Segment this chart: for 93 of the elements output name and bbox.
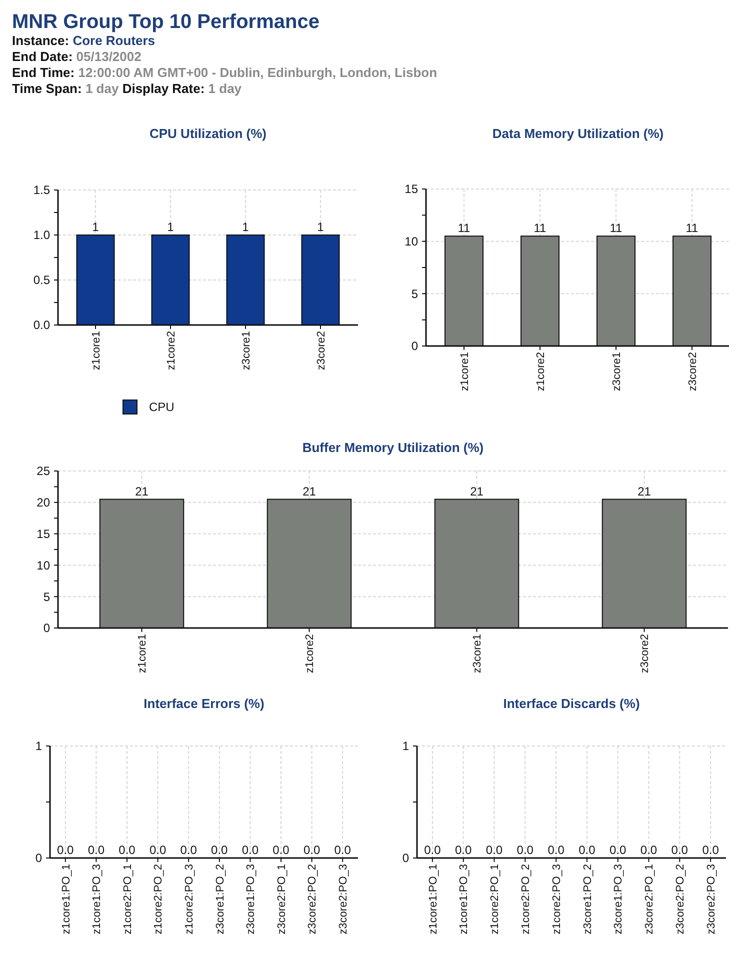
data-label: 11 [686, 221, 699, 236]
data-label: 21 [638, 484, 652, 498]
x-tick-label: z1core1:PO_3 [458, 864, 470, 934]
x-tick-label: z1core2 [165, 331, 178, 370]
x-tick-label: z1core2:PO_3 [550, 864, 563, 934]
x-tick-label: z3core1 [240, 331, 252, 370]
data-label: 0.0 [548, 843, 565, 857]
x-tick-label: z1core2 [304, 634, 316, 674]
data-label: 0.0 [610, 843, 627, 857]
y-tick-label: 5 [411, 286, 418, 301]
data-label: 21 [470, 484, 484, 498]
data-label: 0.0 [702, 843, 720, 857]
y-tick-label: 1.0 [33, 228, 50, 242]
x-tick-label: z3core1:PO_3 [612, 864, 625, 934]
x-tick-label: z1core2:PO_2 [520, 864, 532, 934]
y-tick-label: 15 [36, 527, 50, 541]
x-tick-label: z1core1 [90, 331, 102, 370]
x-tick-label: z1core2:PO_1 [489, 864, 502, 934]
data-label: 0.0 [242, 843, 259, 857]
y-tick-label: 10 [404, 234, 418, 249]
chart-title: Interface Discards (%) [503, 696, 640, 711]
y-tick-label: 1.5 [33, 183, 50, 198]
data-label: 0.0 [455, 843, 472, 857]
y-tick-label: 0.0 [33, 318, 50, 332]
y-tick-label: 20 [36, 496, 50, 510]
data-label: 11 [534, 221, 547, 236]
y-tick-label: 0 [411, 339, 418, 354]
y-tick-label: 5 [43, 590, 50, 604]
x-tick-label: z3core2 [686, 352, 699, 392]
data-label: 0.0 [211, 843, 228, 857]
x-tick-label: z3core2:PO_3 [705, 864, 718, 934]
x-tick-label: z1core1 [136, 634, 149, 674]
x-tick-label: z3core2 [639, 634, 652, 674]
y-tick-label: 0 [43, 621, 50, 636]
x-tick-label: z1core1:PO_1 [427, 864, 440, 934]
data-label: 1 [242, 220, 250, 234]
x-tick-label: z3core1 [610, 352, 623, 392]
data-label: 21 [302, 484, 316, 498]
x-tick-label: z3core2 [315, 331, 328, 370]
x-tick-label: z3core2:PO_2 [674, 864, 686, 934]
text: Time Span: 1 day Display Rate: 1 day [12, 81, 242, 96]
data-label: 0.0 [88, 843, 105, 857]
x-tick-label: z3core1:PO_3 [245, 864, 258, 934]
chart-title: Data Memory Utilization (%) [492, 126, 664, 141]
data-label: 0.0 [486, 843, 503, 857]
x-tick-label: z1core2:PO_3 [183, 864, 196, 934]
data-label: 0.0 [640, 843, 658, 857]
chart-title: Interface Errors (%) [144, 696, 264, 711]
x-tick-label: z1core2:PO_2 [152, 864, 165, 934]
text: End Date: 05/13/2002 [12, 49, 142, 64]
y-tick-label: 25 [36, 464, 50, 478]
x-tick-label: z3core1:PO_2 [214, 864, 226, 934]
x-tick-label: z3core1:PO_2 [582, 864, 594, 934]
data-label: 1 [317, 220, 324, 234]
data-label: 11 [458, 221, 471, 236]
data-label: 0.0 [303, 843, 320, 857]
data-label: 0.0 [149, 843, 166, 857]
x-tick-label: z1core1:PO_3 [91, 864, 104, 934]
x-tick-label: z1core2 [534, 352, 547, 392]
data-label: 0.0 [578, 843, 596, 857]
data-label: 0.0 [180, 843, 198, 857]
data-label: 0.0 [57, 843, 74, 857]
data-label: 0.0 [118, 843, 136, 857]
x-tick-label: z1core1 [458, 352, 471, 392]
x-tick-label: z3core2:PO_1 [276, 864, 288, 934]
data-label: 0.0 [516, 843, 534, 857]
y-tick-label: 0 [402, 851, 410, 866]
y-tick-label: 1 [35, 739, 42, 754]
y-tick-label: 10 [36, 558, 50, 572]
y-tick-label: 0 [35, 851, 42, 866]
chart-title: CPU Utilization (%) [150, 126, 266, 141]
data-label: 0.0 [671, 843, 688, 857]
x-tick-label: z3core2:PO_1 [644, 864, 656, 934]
text: Instance: Core Routers [12, 33, 156, 48]
data-label: 11 [610, 221, 623, 236]
data-label: 21 [135, 484, 149, 498]
data-label: 0.0 [424, 843, 442, 857]
chart-title: Buffer Memory Utilization (%) [302, 440, 484, 455]
x-tick-label: z3core1 [472, 634, 484, 674]
data-label: 1 [92, 220, 100, 234]
x-tick-label: z3core2:PO_2 [306, 864, 319, 934]
y-tick-label: 15 [404, 182, 418, 196]
y-tick-label: 0.5 [33, 273, 50, 288]
y-tick-label: 1 [402, 739, 410, 754]
data-label: 0.0 [272, 843, 290, 857]
x-tick-label: z1core2:PO_1 [122, 864, 134, 934]
x-tick-label: z1core1:PO_1 [60, 864, 72, 934]
text: MNR Group Top 10 Performance [12, 11, 320, 33]
data-label: 0.0 [334, 843, 352, 857]
legend-label: CPU [149, 400, 174, 414]
data-label: 1 [167, 220, 174, 234]
x-tick-label: z3core2:PO_3 [337, 864, 350, 934]
text: End Time: 12:00:00 AM GMT+00 - Dublin, Edinburgh, London, Lisbon [12, 65, 438, 80]
